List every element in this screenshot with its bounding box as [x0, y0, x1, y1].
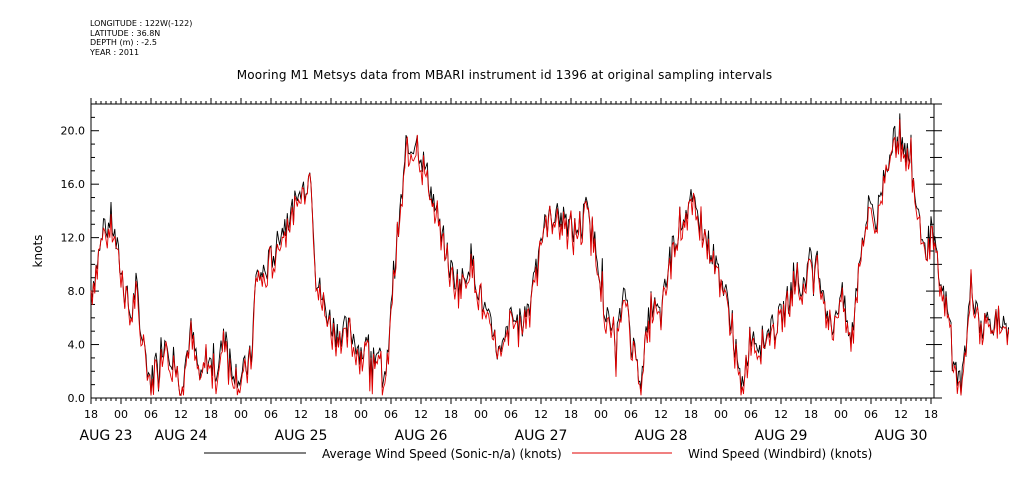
x-tick-label: 06 — [384, 408, 398, 421]
x-tick-label: 18 — [684, 408, 698, 421]
series-windbird-wind-speed — [90, 119, 1009, 396]
plot-border — [90, 103, 935, 399]
x-tick-label: 12 — [414, 408, 428, 421]
x-date-label: AUG 28 — [635, 428, 688, 444]
y-tick-label: 16.0 — [61, 178, 86, 191]
x-tick-label: 12 — [294, 408, 308, 421]
x-tick-label: 18 — [324, 408, 338, 421]
x-tick-label: 18 — [924, 408, 938, 421]
x-tick-label: 00 — [594, 408, 608, 421]
series-average-wind-speed — [90, 113, 1009, 397]
x-tick-label: 06 — [864, 408, 878, 421]
legend-label-windbird: Wind Speed (Windbird) (knots) — [688, 447, 872, 461]
latitude-label: LATITUDE : 36.8N — [90, 28, 161, 38]
x-tick-label: 18 — [84, 408, 98, 421]
depth-label: DEPTH (m) : -2.5 — [90, 38, 157, 47]
x-tick-label: 12 — [774, 408, 788, 421]
x-date-label: AUG 29 — [755, 428, 808, 444]
longitude-label: LONGITUDE : 122W(-122) — [90, 19, 193, 28]
y-axis: 0.0 4.0 8.0 12.0 16.0 20.0 knots — [31, 103, 942, 405]
x-date-label: AUG 24 — [155, 428, 208, 444]
x-tick-label: 06 — [624, 408, 638, 421]
y-tick-label: 20.0 — [61, 125, 86, 138]
y-tick-label: 0.0 — [68, 392, 86, 405]
x-tick-label: 12 — [534, 408, 548, 421]
line-windbird-wind-speed — [90, 119, 1009, 396]
x-tick-label: 18 — [204, 408, 218, 421]
x-date-label: AUG 23 — [80, 428, 133, 444]
plot-frame — [90, 98, 935, 404]
x-tick-label: 06 — [264, 408, 278, 421]
x-tick-label: 06 — [144, 408, 158, 421]
x-tick-label: 00 — [714, 408, 728, 421]
x-date-label: AUG 25 — [275, 428, 328, 444]
x-tick-label: 12 — [174, 408, 188, 421]
legend-label-average: Average Wind Speed (Sonic-n/a) (knots) — [322, 447, 562, 461]
x-tick-label: 00 — [834, 408, 848, 421]
y-tick-label: 4.0 — [68, 339, 86, 352]
x-tick-label: 18 — [564, 408, 578, 421]
y-tick-label: 12.0 — [61, 232, 86, 245]
chart-title: Mooring M1 Metsys data from MBARI instru… — [236, 68, 773, 82]
x-tick-label: 00 — [354, 408, 368, 421]
x-tick-label: 06 — [744, 408, 758, 421]
x-axis: 18 00 06 12 18 00 06 12 18 00 06 12 18 00 06 12 18 00 06 12… — [80, 408, 938, 444]
x-date-label: AUG 30 — [875, 428, 928, 444]
x-date-label: AUG 27 — [515, 428, 568, 444]
y-tick-label: 8.0 — [68, 285, 86, 298]
x-tick-label: 12 — [894, 408, 908, 421]
line-average-wind-speed — [90, 113, 1009, 397]
y-axis-label: knots — [31, 235, 45, 268]
metadata-block: LONGITUDE : 122W(-122) LATITUDE : 36.8N … — [90, 19, 192, 57]
x-tick-label: 06 — [504, 408, 518, 421]
year-label: YEAR : 2011 — [90, 47, 140, 57]
x-tick-label: 18 — [804, 408, 818, 421]
x-date-label: AUG 26 — [395, 428, 448, 444]
legend: Average Wind Speed (Sonic-n/a) (knots) Wi… — [204, 447, 872, 461]
x-tick-label: 12 — [654, 408, 668, 421]
x-tick-label: 00 — [474, 408, 488, 421]
x-tick-label: 00 — [114, 408, 128, 421]
x-tick-label: 00 — [234, 408, 248, 421]
x-tick-label: 18 — [444, 408, 458, 421]
